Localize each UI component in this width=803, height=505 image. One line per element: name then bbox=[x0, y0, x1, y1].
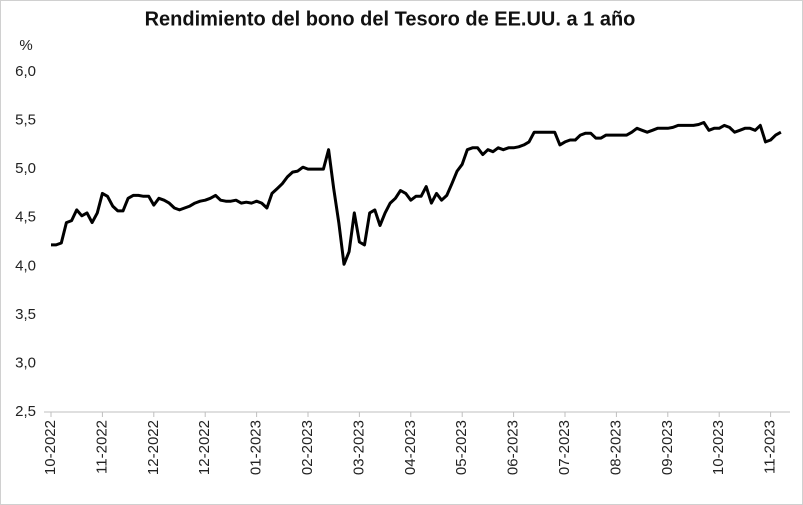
y-tick-label: 5,0 bbox=[15, 160, 36, 177]
y-tick-label: 2,5 bbox=[15, 403, 36, 420]
x-tick-label: 10-2023 bbox=[710, 420, 727, 475]
x-tick-label: 02-2023 bbox=[299, 420, 316, 475]
x-tick-label: 05-2023 bbox=[453, 420, 470, 475]
x-tick-label: 07-2023 bbox=[556, 420, 573, 475]
x-tick-label: 03-2023 bbox=[350, 420, 367, 475]
x-tick-label: 09-2023 bbox=[659, 420, 676, 475]
x-tick-label: 11-2022 bbox=[93, 420, 110, 474]
y-tick-label: 3,0 bbox=[15, 354, 36, 371]
y-tick-label: 5,5 bbox=[15, 112, 36, 129]
chart-title: Rendimiento del bono del Tesoro de EE.UU… bbox=[145, 8, 636, 30]
x-tick-label: 12-2022 bbox=[145, 420, 162, 475]
y-axis-label: % bbox=[19, 37, 32, 54]
x-tick-label: 08-2023 bbox=[607, 420, 624, 475]
x-tick-label: 11-2023 bbox=[762, 420, 779, 474]
x-tick-label: 01-2023 bbox=[248, 420, 265, 475]
y-tick-label: 4,5 bbox=[15, 209, 36, 226]
x-tick-label: 10-2022 bbox=[42, 420, 59, 475]
line-series bbox=[51, 121, 782, 266]
x-tick-label: 12-2022 bbox=[196, 420, 213, 475]
y-tick-label: 4,0 bbox=[15, 257, 36, 274]
y-tick-label: 3,5 bbox=[15, 306, 36, 323]
x-tick-label: 04-2023 bbox=[402, 420, 419, 475]
x-tick-label: 06-2023 bbox=[505, 420, 522, 475]
y-tick-label: 6,0 bbox=[15, 63, 36, 80]
